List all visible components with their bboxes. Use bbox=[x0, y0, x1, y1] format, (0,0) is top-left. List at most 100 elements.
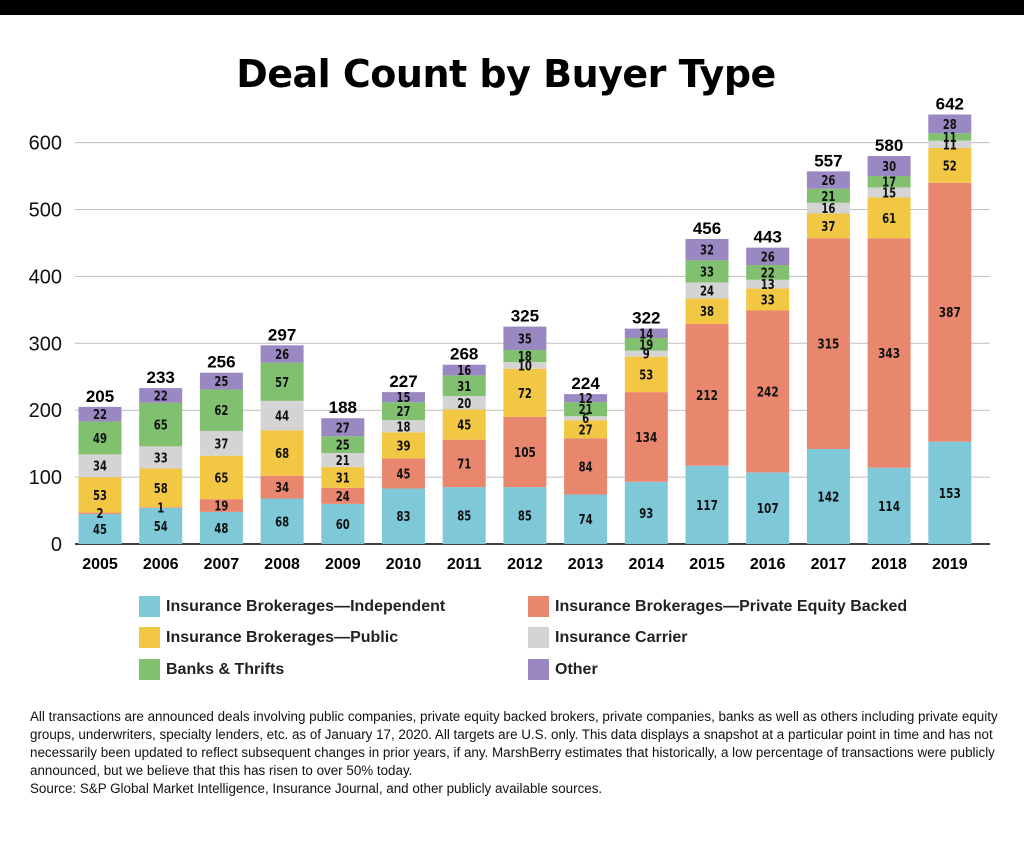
segment-value-label: 44 bbox=[275, 410, 289, 425]
segment-value-label: 37 bbox=[821, 220, 835, 235]
segment-value-label: 31 bbox=[336, 471, 350, 486]
segment-value-label: 45 bbox=[397, 467, 411, 482]
segment-value-label: 114 bbox=[878, 500, 900, 515]
bars bbox=[78, 114, 972, 544]
segment-value-label: 25 bbox=[214, 375, 228, 390]
x-tick-label: 2019 bbox=[932, 556, 968, 573]
bar-segment bbox=[78, 477, 122, 513]
footnote: All transactions are announced deals inv… bbox=[30, 708, 1005, 798]
segment-value-label: 20 bbox=[457, 397, 471, 412]
segment-value-label: 83 bbox=[397, 510, 411, 525]
x-tick-label: 2013 bbox=[568, 556, 604, 573]
segment-value-label: 53 bbox=[93, 489, 107, 504]
x-tick-label: 2009 bbox=[325, 556, 361, 573]
x-tick-label: 2012 bbox=[507, 556, 543, 573]
bar-segment bbox=[139, 507, 183, 508]
bar-segment bbox=[199, 499, 243, 512]
segment-value-label: 19 bbox=[639, 338, 653, 353]
bar-segment bbox=[78, 512, 122, 514]
bar-segment bbox=[199, 372, 243, 390]
segment-value-label: 53 bbox=[639, 368, 653, 383]
segment-value-label: 32 bbox=[700, 244, 714, 259]
segment-value-label: 27 bbox=[397, 405, 411, 420]
total-label: 297 bbox=[268, 325, 296, 344]
segment-value-label: 39 bbox=[397, 439, 411, 454]
bar-segment bbox=[928, 140, 972, 148]
bar-segment bbox=[746, 247, 790, 266]
legend-label: Insurance Carrier bbox=[555, 628, 688, 646]
bar-segment bbox=[139, 388, 183, 403]
total-label: 456 bbox=[693, 219, 721, 238]
total-label: 188 bbox=[329, 398, 357, 417]
bar-segment bbox=[321, 503, 365, 544]
segment-value-label: 21 bbox=[579, 403, 593, 418]
bar-segment bbox=[503, 487, 547, 544]
x-axis: 2005 2006 2007 2008 2009 2010 2011 2012 2013 2014… bbox=[82, 556, 967, 573]
legend-label: Insurance Brokerages—Independent bbox=[166, 597, 446, 615]
segment-value-label: 22 bbox=[93, 408, 107, 423]
total-label: 443 bbox=[754, 228, 782, 247]
x-tick-label: 2017 bbox=[811, 556, 847, 573]
bar-segment bbox=[442, 439, 486, 488]
bar-segment bbox=[442, 409, 486, 440]
legend-item-other: Other bbox=[528, 659, 598, 680]
bar-segment bbox=[199, 511, 243, 544]
bar-segment bbox=[806, 213, 850, 239]
segment-value-label: 30 bbox=[882, 160, 896, 175]
segment-value-label: 2 bbox=[97, 507, 104, 522]
bar-segment bbox=[806, 202, 850, 214]
segment-value-label: 49 bbox=[93, 432, 107, 447]
x-tick-label: 2007 bbox=[204, 556, 240, 573]
legend-item-public: Insurance Brokerages—Public bbox=[139, 627, 398, 648]
bar-segment bbox=[867, 176, 911, 188]
segment-value-label: 315 bbox=[817, 338, 839, 353]
bar-segment bbox=[685, 260, 729, 283]
bar-segment bbox=[624, 328, 668, 338]
segment-value-label: 48 bbox=[214, 522, 228, 537]
segment-value-label: 14 bbox=[639, 327, 653, 342]
bar-segment bbox=[382, 458, 425, 489]
bar-segment bbox=[867, 238, 911, 468]
legend-label: Other bbox=[555, 660, 598, 678]
segment-value-label: 6 bbox=[582, 412, 589, 427]
total-label: 642 bbox=[936, 95, 964, 114]
bar-segment bbox=[78, 421, 122, 455]
segment-value-label: 34 bbox=[275, 481, 289, 496]
total-label: 557 bbox=[814, 151, 842, 170]
bar-segment bbox=[806, 188, 850, 203]
total-label: 233 bbox=[147, 368, 175, 387]
segment-value-label: 105 bbox=[514, 446, 536, 461]
x-tick-label: 2016 bbox=[750, 556, 786, 573]
bar-segment bbox=[806, 238, 850, 450]
segment-value-label: 15 bbox=[397, 391, 411, 406]
segment-value-label: 34 bbox=[93, 460, 107, 475]
bar-segment bbox=[564, 394, 608, 403]
segment-value-label: 33 bbox=[700, 265, 714, 280]
segment-value-label: 93 bbox=[639, 507, 653, 522]
bar-segment bbox=[321, 436, 365, 454]
bar-segment bbox=[867, 197, 911, 239]
y-tick-label: 100 bbox=[29, 467, 62, 489]
footnote-source: Source: S&P Global Market Intelligence, … bbox=[30, 781, 603, 796]
bar-segment bbox=[624, 481, 668, 544]
segment-value-label: 26 bbox=[821, 174, 835, 189]
segment-value-label: 12 bbox=[579, 392, 593, 407]
bar-segment bbox=[503, 326, 547, 350]
segment-value-label: 142 bbox=[817, 491, 839, 506]
bar-segment bbox=[806, 449, 850, 544]
segment-value-label: 84 bbox=[579, 460, 593, 475]
segment-value-label: 35 bbox=[518, 332, 532, 347]
segment-value-label: 11 bbox=[943, 138, 957, 153]
segment-value-label: 134 bbox=[635, 431, 657, 446]
segment-value-label: 38 bbox=[700, 305, 714, 320]
y-tick-label: 400 bbox=[29, 266, 62, 288]
segment-value-label: 74 bbox=[579, 513, 593, 528]
segment-value-label: 85 bbox=[457, 510, 471, 525]
total-label: 268 bbox=[450, 345, 478, 364]
total-label: 227 bbox=[389, 372, 417, 391]
segment-value-label: 107 bbox=[757, 502, 779, 517]
total-label: 322 bbox=[632, 309, 660, 328]
bar-segment bbox=[199, 389, 243, 431]
footnote-text: All transactions are announced deals inv… bbox=[30, 709, 998, 778]
bar-segment bbox=[78, 406, 122, 422]
